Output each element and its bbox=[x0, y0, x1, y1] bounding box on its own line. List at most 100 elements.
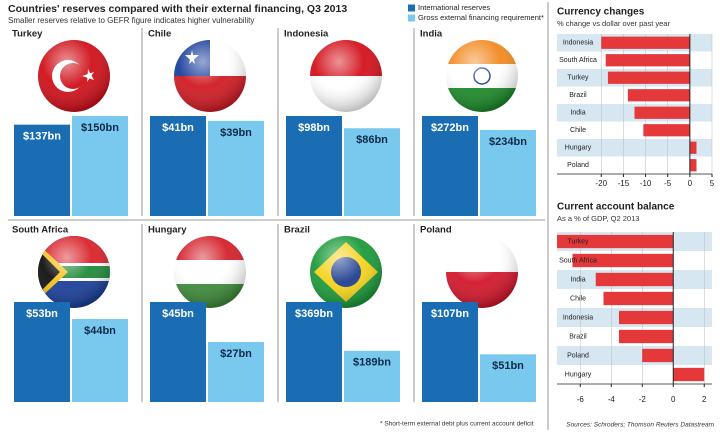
bar bbox=[208, 342, 264, 402]
bar bbox=[619, 329, 674, 344]
bar bbox=[619, 310, 674, 325]
value-label: $53bn bbox=[26, 308, 58, 320]
chart-title: Current account balance bbox=[557, 202, 675, 213]
bar bbox=[14, 124, 70, 216]
bar bbox=[689, 141, 697, 154]
value-label: $45bn bbox=[162, 308, 194, 320]
x-tick-label: 0 bbox=[671, 395, 676, 404]
category-label: India bbox=[570, 276, 585, 283]
title: Countries' reserves compared with their … bbox=[8, 3, 347, 15]
flag-gloss bbox=[38, 236, 110, 308]
bar bbox=[72, 318, 128, 402]
country-name: Indonesia bbox=[284, 29, 329, 40]
x-tick-label: 5 bbox=[710, 179, 715, 188]
flag-gloss bbox=[310, 236, 382, 308]
value-label: $51bn bbox=[492, 360, 524, 372]
bar bbox=[72, 116, 128, 216]
country-name: India bbox=[420, 29, 443, 40]
value-label: $41bn bbox=[162, 122, 194, 134]
category-label: Chile bbox=[570, 127, 586, 134]
country-name: South Africa bbox=[12, 225, 69, 236]
chart-subtitle: % change vs dollar over past year bbox=[557, 19, 670, 28]
bar bbox=[480, 129, 536, 216]
value-label: $107bn bbox=[431, 308, 469, 320]
bar bbox=[642, 348, 674, 363]
source: Sources: Schroders; Thomson Reuters Data… bbox=[566, 422, 714, 429]
bar bbox=[422, 302, 478, 402]
category-label: South Africa bbox=[559, 257, 597, 264]
value-label: $39bn bbox=[220, 127, 252, 139]
category-label: Chile bbox=[570, 295, 586, 302]
bar bbox=[150, 302, 206, 402]
value-label: $189bn bbox=[353, 357, 391, 369]
x-tick-label: -10 bbox=[640, 179, 652, 188]
category-label: Poland bbox=[567, 162, 589, 169]
category-label: South Africa bbox=[559, 57, 597, 64]
bar bbox=[673, 367, 705, 382]
value-label: $44bn bbox=[84, 325, 116, 337]
bar bbox=[286, 116, 342, 216]
chart-subtitle: As a % of GDP, Q2 2013 bbox=[557, 214, 639, 223]
category-label: Brazil bbox=[569, 333, 587, 340]
category-label: India bbox=[570, 110, 585, 117]
x-tick-label: -2 bbox=[639, 395, 647, 404]
bar bbox=[605, 54, 690, 67]
x-tick-label: -6 bbox=[577, 395, 585, 404]
flag-gloss bbox=[174, 40, 246, 112]
bar bbox=[14, 302, 70, 402]
category-label: Indonesia bbox=[563, 40, 593, 47]
country-name: Hungary bbox=[148, 225, 187, 236]
category-label: Hungary bbox=[565, 371, 592, 378]
bar bbox=[480, 354, 536, 402]
row-stripe bbox=[557, 139, 712, 157]
x-tick-label: -4 bbox=[608, 395, 616, 404]
value-label: $86bn bbox=[356, 134, 388, 146]
legend-label: International reserves bbox=[418, 3, 490, 12]
category-label: Turkey bbox=[567, 75, 589, 82]
x-tick-label: -20 bbox=[596, 179, 608, 188]
value-label: $137bn bbox=[23, 131, 61, 143]
x-tick-label: -15 bbox=[618, 179, 630, 188]
legend-label: Gross external financing requirement* bbox=[418, 13, 544, 22]
chart-title: Currency changes bbox=[557, 7, 645, 18]
value-label: $98bn bbox=[298, 122, 330, 134]
legend-swatch bbox=[408, 14, 415, 22]
bar bbox=[344, 350, 400, 402]
x-tick-label: 0 bbox=[688, 179, 693, 188]
category-label: Turkey bbox=[567, 238, 589, 245]
bar bbox=[643, 124, 690, 137]
country-name: Poland bbox=[420, 225, 452, 236]
bar bbox=[572, 253, 674, 268]
x-tick-label: -5 bbox=[664, 179, 672, 188]
bar bbox=[607, 71, 690, 84]
category-label: Hungary bbox=[565, 145, 592, 152]
value-label: $150bn bbox=[81, 122, 119, 134]
category-label: Poland bbox=[567, 352, 589, 359]
bar bbox=[689, 159, 697, 172]
value-label: $272bn bbox=[431, 122, 469, 134]
bar bbox=[603, 291, 674, 306]
flag-gloss bbox=[174, 236, 246, 308]
value-label: $369bn bbox=[295, 308, 333, 320]
bar bbox=[595, 272, 674, 287]
bar bbox=[634, 106, 690, 119]
footnote: * Short-term external debt plus current … bbox=[380, 421, 534, 428]
flag-gloss bbox=[446, 236, 518, 308]
country-name: Chile bbox=[148, 29, 171, 40]
category-label: Indonesia bbox=[563, 314, 593, 321]
flag-gloss bbox=[310, 40, 382, 112]
country-name: Turkey bbox=[12, 29, 43, 40]
value-label: $27bn bbox=[220, 348, 252, 360]
bar bbox=[150, 116, 206, 216]
bar bbox=[422, 116, 478, 216]
bar bbox=[286, 302, 342, 402]
flag-gloss bbox=[446, 40, 518, 112]
value-label: $234bn bbox=[489, 136, 527, 148]
bar bbox=[208, 120, 264, 216]
legend-swatch bbox=[408, 4, 415, 12]
country-name: Brazil bbox=[284, 225, 310, 236]
category-label: Brazil bbox=[569, 92, 587, 99]
subtitle: Smaller reserves relative to GEFR figure… bbox=[8, 16, 254, 25]
